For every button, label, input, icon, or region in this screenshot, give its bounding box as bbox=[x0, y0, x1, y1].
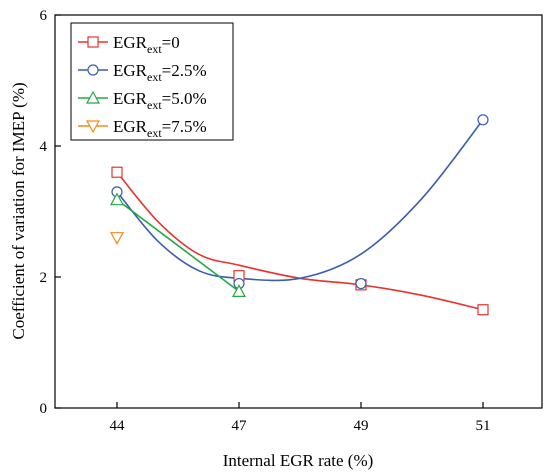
x-tick-label: 47 bbox=[232, 418, 248, 434]
legend-label: EGRext=7.5% bbox=[113, 117, 207, 140]
y-tick-label: 0 bbox=[40, 401, 48, 417]
data-point bbox=[477, 114, 489, 126]
y-axis: 0 2 4 6 bbox=[40, 8, 61, 417]
plot-area bbox=[54, 14, 543, 409]
legend: EGRext=0 EGRext=2.5% EGRext=5.0% EGRext=7.5… bbox=[70, 22, 234, 141]
x-tick-label: 44 bbox=[110, 418, 126, 434]
x-tick-label: 51 bbox=[476, 418, 491, 434]
data-point bbox=[477, 304, 489, 316]
legend-marker bbox=[87, 36, 99, 48]
fit-curves bbox=[116, 119, 484, 311]
plot-frame bbox=[54, 14, 543, 409]
data-point bbox=[231, 284, 247, 298]
fit-curve bbox=[116, 119, 484, 282]
data-point bbox=[109, 232, 125, 245]
x-axis: 44 47 49 51 bbox=[110, 402, 491, 434]
legend-label: EGRext=5.0% bbox=[113, 89, 207, 112]
legend-marker bbox=[85, 90, 101, 104]
data-point bbox=[109, 192, 125, 206]
y-axis-title: Coefficient of variation for IMEP (%) bbox=[9, 82, 28, 339]
y-tick-label: 4 bbox=[40, 139, 48, 155]
data-markers bbox=[109, 114, 489, 316]
data-point bbox=[355, 277, 367, 290]
fit-curve bbox=[116, 171, 484, 311]
legend-label: EGRext=0 bbox=[113, 33, 180, 56]
y-tick-label: 6 bbox=[40, 8, 48, 24]
legend-label: EGRext=2.5% bbox=[113, 61, 207, 84]
data-point bbox=[111, 166, 123, 178]
x-tick-label: 49 bbox=[354, 418, 369, 434]
fit-curve bbox=[116, 199, 240, 293]
legend-marker bbox=[85, 120, 101, 134]
x-axis-title: Internal EGR rate (%) bbox=[223, 451, 374, 470]
legend-marker bbox=[87, 64, 99, 76]
y-tick-label: 2 bbox=[40, 270, 48, 286]
